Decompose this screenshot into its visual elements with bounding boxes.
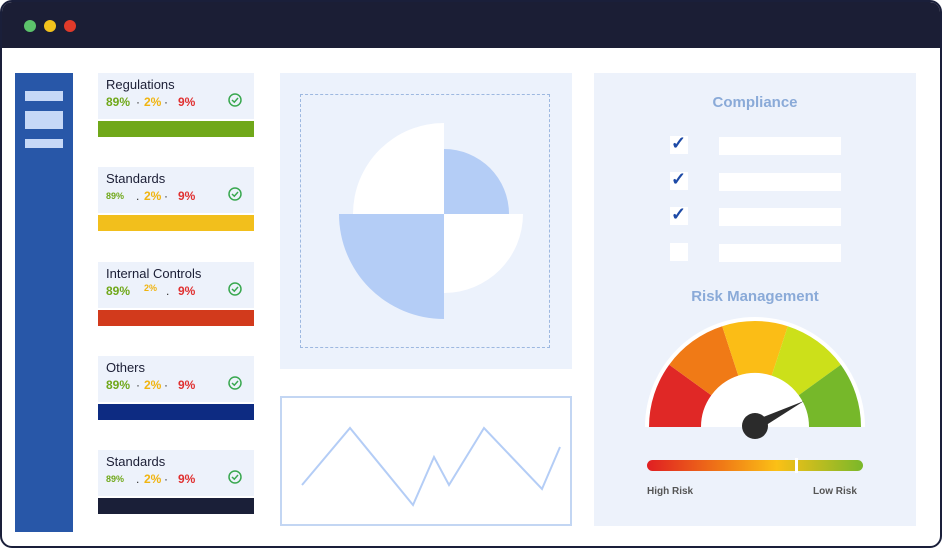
menu-icon-block[interactable]	[25, 111, 63, 129]
compliance-checkbox-4[interactable]	[670, 243, 688, 261]
pct-yellow: 2%	[144, 378, 162, 392]
risk-scale-marker	[795, 458, 798, 473]
risk-scale-bar	[647, 460, 863, 471]
card-others[interactable]: Others 89% · 2% · 9%	[98, 356, 254, 402]
low-risk-label: Low Risk	[813, 486, 857, 497]
check-circle-icon	[228, 470, 242, 484]
menu-icon-line[interactable]	[25, 139, 63, 148]
high-risk-label: High Risk	[647, 486, 694, 497]
pct-yellow: 2%	[144, 472, 162, 486]
compliance-checkbox-3[interactable]: ✓	[670, 204, 688, 225]
pct-red: 9%	[178, 95, 196, 109]
gauge-segment-yellow	[722, 320, 788, 376]
pie-slice-white-bottom-right	[444, 214, 523, 293]
card-title: Standards	[106, 171, 166, 186]
gauge-hub	[742, 413, 768, 439]
compliance-field-1[interactable]	[719, 137, 841, 155]
status-bar-yellow	[98, 215, 254, 231]
compliance-field-2[interactable]	[719, 173, 841, 191]
pct-green: 89%	[106, 191, 125, 201]
pct-green: 89%	[106, 95, 131, 109]
risk-management-title: Risk Management	[691, 288, 819, 305]
gauge-segment-lime	[771, 326, 841, 396]
pct-red: 9%	[178, 378, 196, 392]
compliance-field-3[interactable]	[719, 208, 841, 226]
checkmark-icon: ✓	[671, 133, 687, 153]
checkmark-icon: ✓	[671, 169, 687, 189]
pie-chart-graphic	[339, 123, 523, 319]
card-standards-2[interactable]: Standards 89% . 2% · 9%	[98, 450, 254, 496]
line-chart-graphic	[301, 426, 561, 507]
check-circle-icon	[228, 376, 242, 390]
pie-chart-frame	[300, 94, 550, 348]
check-circle-icon	[228, 187, 242, 201]
status-bar-navy	[98, 404, 254, 420]
check-circle-icon	[228, 93, 242, 107]
window-close-dot[interactable]	[24, 20, 36, 32]
risk-gauge	[645, 317, 865, 473]
pie-slice-blue-bottom-left	[339, 214, 444, 319]
checkmark-icon: ✓	[671, 204, 687, 224]
card-title: Standards	[106, 454, 166, 469]
pie-slice-white-top-left	[353, 123, 444, 214]
compliance-title: Compliance	[712, 94, 798, 111]
pct-red: 9%	[178, 472, 196, 486]
status-bar-green	[98, 121, 254, 137]
menu-icon-line[interactable]	[25, 91, 63, 101]
card-title: Internal Controls	[106, 266, 202, 281]
check-circle-icon	[228, 282, 242, 296]
sidebar	[15, 73, 73, 532]
line-chart-panel	[280, 396, 572, 526]
compliance-risk-panel: Compliance ✓ ✓ ✓ Risk Management	[594, 73, 916, 526]
status-bar-red	[98, 310, 254, 326]
pct-yellow: 2%	[144, 95, 162, 109]
pct-red: 9%	[178, 189, 196, 203]
gauge-segment-red	[649, 364, 712, 427]
pct-green: 89%	[106, 378, 131, 392]
status-bar-dark	[98, 498, 254, 514]
card-title: Others	[106, 360, 146, 375]
line-series	[301, 426, 561, 507]
compliance-checkbox-2[interactable]: ✓	[670, 169, 688, 190]
card-title: Regulations	[106, 77, 175, 92]
compliance-field-4[interactable]	[719, 244, 841, 262]
gauge-segment-orange	[669, 326, 739, 396]
pct-yellow: 2%	[144, 283, 158, 293]
pct-green: 89%	[106, 284, 131, 298]
title-bar	[2, 2, 940, 48]
pct-green: 89%	[106, 474, 125, 484]
window-minimize-dot[interactable]	[44, 20, 56, 32]
pie-chart-panel	[280, 73, 572, 369]
compliance-checkbox-1[interactable]: ✓	[670, 133, 688, 154]
pct-red: 9%	[178, 284, 196, 298]
card-regulations[interactable]: Regulations 89% · 2% · 9%	[98, 73, 254, 119]
card-standards[interactable]: Standards 89% . 2% · 9%	[98, 167, 254, 213]
card-internal-controls[interactable]: Internal Controls 89% 2% . 9%	[98, 262, 254, 308]
pie-slice-blue-top-right	[444, 149, 509, 214]
pct-yellow: 2%	[144, 189, 162, 203]
gauge-segment-green	[798, 364, 861, 427]
window-maximize-dot[interactable]	[64, 20, 76, 32]
